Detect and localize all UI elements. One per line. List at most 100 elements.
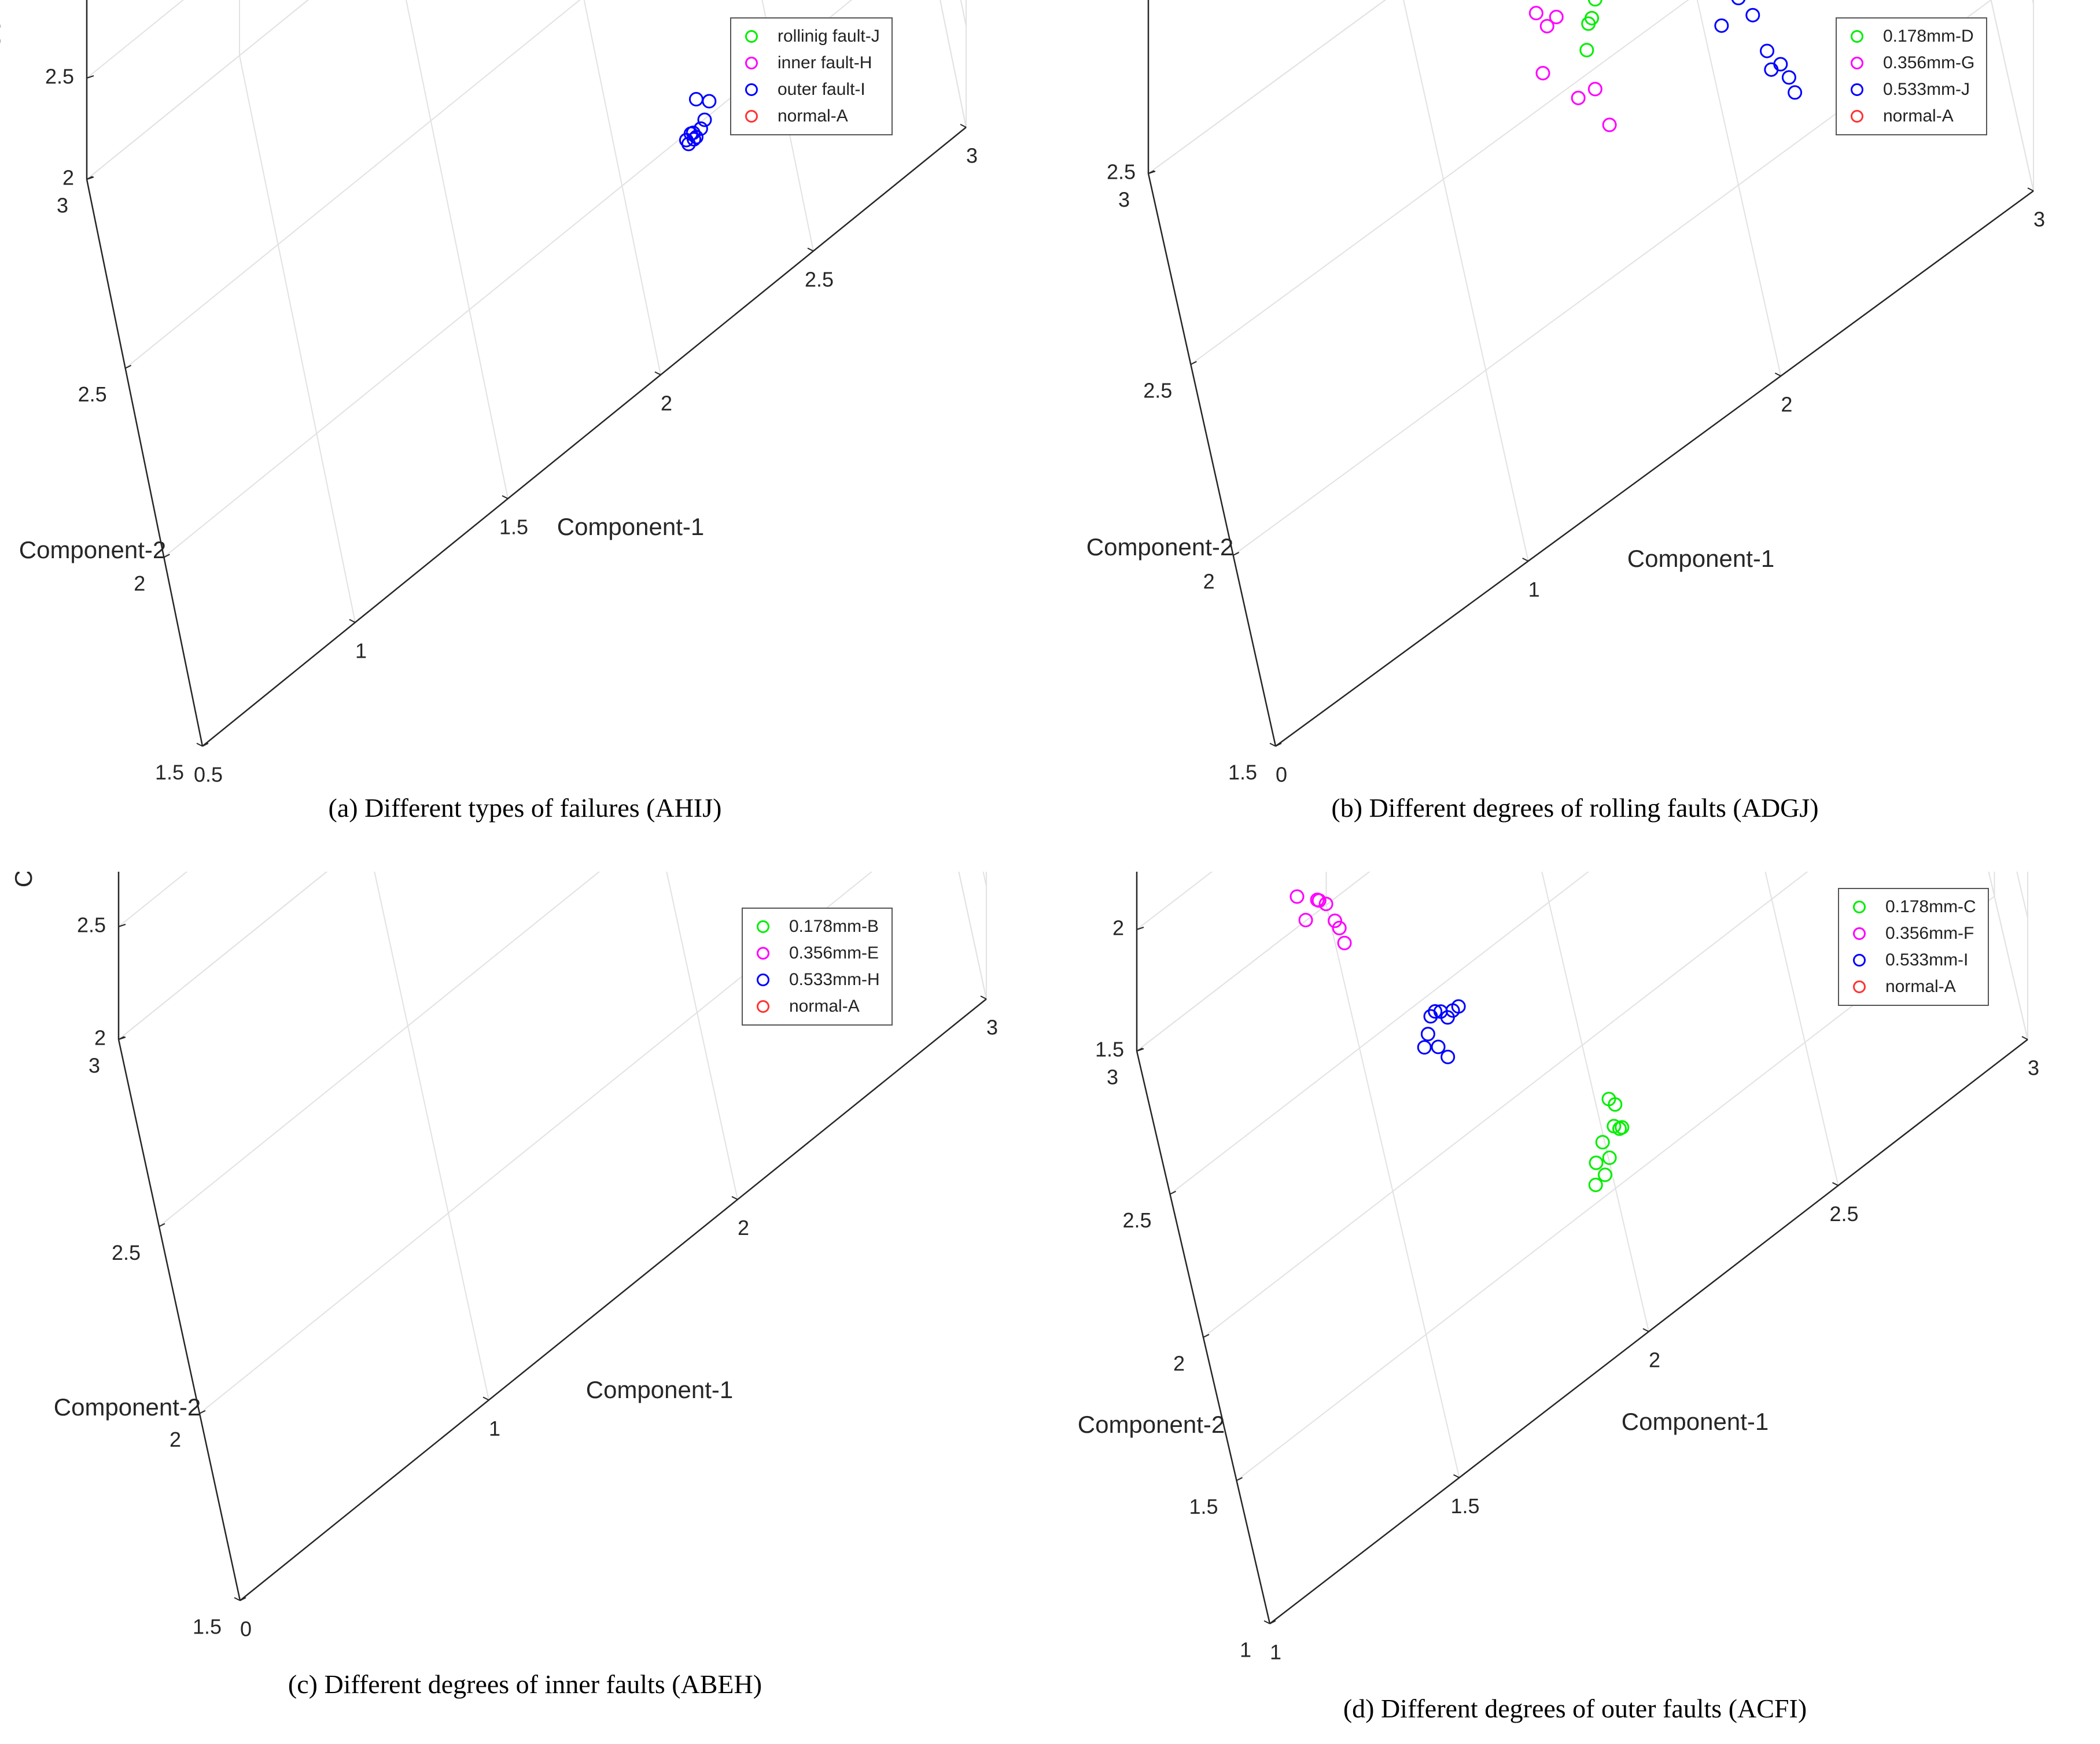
legend-marker-icon bbox=[757, 974, 769, 986]
x-tick-label: 1 bbox=[489, 1417, 500, 1440]
data-point bbox=[1608, 1097, 1623, 1112]
chart-panel-d: 11.522.5311.522.531.522.533.54Component-… bbox=[1050, 872, 2100, 1744]
z-tick-label: 2 bbox=[1112, 916, 1124, 940]
x-axis-label: Component-1 bbox=[1622, 1408, 1769, 1435]
legend-label: normal-A bbox=[778, 106, 848, 126]
y-tick-label: 2 bbox=[134, 571, 145, 595]
legend-d: 0.178mm-C 0.356mm-F 0.533mm-I normal-A bbox=[1838, 888, 1989, 1006]
data-point bbox=[1607, 1119, 1622, 1134]
chart-c: 01231.522.5322.533.54Component-1Componen… bbox=[10, 872, 998, 1641]
data-point bbox=[1714, 18, 1729, 33]
x-tick bbox=[1832, 1182, 1839, 1186]
grid-line bbox=[118, 872, 328, 1040]
data-point bbox=[1445, 1003, 1460, 1018]
data-points bbox=[1528, 0, 1803, 132]
y-tick bbox=[1236, 1477, 1243, 1481]
data-points bbox=[679, 92, 717, 152]
x-tick bbox=[1642, 1328, 1649, 1332]
data-point bbox=[1571, 90, 1586, 105]
data-point bbox=[1440, 1049, 1456, 1064]
data-point bbox=[1588, 1177, 1603, 1192]
data-point bbox=[702, 94, 717, 109]
y-tick-label: 1.5 bbox=[1189, 1495, 1218, 1518]
y-axis-line bbox=[1147, 173, 1277, 747]
legend-marker-icon bbox=[745, 57, 758, 69]
axes bbox=[86, 0, 967, 747]
x-tick-label: 1 bbox=[1528, 578, 1540, 602]
legend-label: 0.178mm-D bbox=[1883, 27, 1974, 46]
chart-a: 0.511.522.531.522.5322.533.54Component-1… bbox=[0, 0, 978, 787]
x-tick-label: 2 bbox=[1649, 1348, 1660, 1372]
x-tick-label: 2.5 bbox=[1829, 1202, 1858, 1226]
chart-panel-a: 0.511.522.531.522.5322.533.54Component-1… bbox=[0, 0, 1050, 872]
grid-line bbox=[1990, 0, 2034, 191]
y-tick-label: 2.5 bbox=[78, 382, 107, 406]
chart-d: 11.522.5311.522.531.522.533.54Component-… bbox=[1078, 872, 2039, 1664]
data-point bbox=[1764, 62, 1779, 77]
x-tick bbox=[731, 1196, 738, 1200]
x-tick bbox=[807, 248, 814, 252]
chart-panel-c: 01231.522.5322.533.54Component-1Componen… bbox=[0, 872, 1050, 1744]
legend-marker-icon bbox=[757, 947, 769, 960]
legend-item: rollinig fault-J bbox=[740, 23, 880, 50]
z-tick-label: 1.5 bbox=[1095, 1038, 1124, 1061]
z-axis-label: Component-3 bbox=[0, 0, 5, 50]
y-tick-label: 3 bbox=[89, 1054, 100, 1078]
data-point bbox=[1328, 913, 1342, 928]
x-tick bbox=[502, 495, 509, 499]
x-tick-label: 3 bbox=[2033, 208, 2045, 231]
y-tick bbox=[240, 1597, 246, 1601]
data-points bbox=[1290, 889, 1630, 1192]
legend-item: 0.533mm-I bbox=[1848, 947, 1976, 974]
legend-label: 0.178mm-C bbox=[1885, 897, 1976, 916]
data-point bbox=[1311, 893, 1327, 908]
y-tick bbox=[1269, 1620, 1276, 1624]
grid-line bbox=[1696, 0, 1782, 377]
y-axis-label: Component-2 bbox=[1078, 1411, 1225, 1438]
legend-label: 0.533mm-H bbox=[789, 970, 880, 989]
grid-line bbox=[940, 0, 967, 128]
legend-label: 0.533mm-I bbox=[1885, 950, 1969, 969]
legend-label: rollinig fault-J bbox=[778, 27, 880, 46]
z-tick-label: 2.5 bbox=[1107, 160, 1136, 184]
grid-line bbox=[583, 0, 661, 375]
z-tick-label: 2.5 bbox=[77, 913, 106, 937]
grid-line bbox=[1136, 872, 1370, 1052]
series-0.533mm-J bbox=[1714, 0, 1803, 100]
x-axis-label: Component-1 bbox=[557, 513, 704, 540]
data-point bbox=[1589, 1155, 1604, 1170]
z-tick-label: 2.5 bbox=[45, 65, 74, 89]
y-tick bbox=[1190, 361, 1197, 365]
series-0.356mm-F bbox=[1290, 889, 1352, 950]
y-tick bbox=[163, 554, 170, 558]
x-tick bbox=[980, 995, 987, 1000]
y-tick-label: 3 bbox=[1118, 188, 1130, 212]
y-tick-label: 2.5 bbox=[112, 1241, 141, 1264]
x-tick bbox=[1522, 558, 1529, 562]
grid-line bbox=[1148, 0, 1387, 174]
data-point bbox=[1332, 920, 1347, 935]
caption-a: (a) Different types of failures (AHIJ) bbox=[328, 793, 722, 823]
data-point bbox=[1579, 43, 1594, 58]
legend-item: normal-A bbox=[1848, 974, 1976, 1000]
grid-line bbox=[982, 872, 987, 887]
legend-marker-icon bbox=[745, 83, 758, 96]
y-tick-label: 2.5 bbox=[1143, 379, 1172, 403]
legend-marker-icon bbox=[757, 920, 769, 933]
z-tick bbox=[118, 1037, 126, 1040]
z-tick-label: 2 bbox=[94, 1026, 106, 1050]
grid-line bbox=[1988, 872, 2028, 1040]
data-point bbox=[1602, 117, 1617, 132]
y-axis-label: Component-2 bbox=[1086, 533, 1233, 561]
data-point bbox=[1428, 1004, 1443, 1019]
x-axis-label: Component-1 bbox=[1627, 545, 1774, 572]
x-tick-label: 3 bbox=[986, 1016, 998, 1039]
x-tick bbox=[654, 371, 661, 375]
y-tick-label: 1 bbox=[1240, 1638, 1251, 1662]
legend-marker-icon bbox=[1853, 954, 1866, 967]
y-tick bbox=[1275, 743, 1282, 747]
